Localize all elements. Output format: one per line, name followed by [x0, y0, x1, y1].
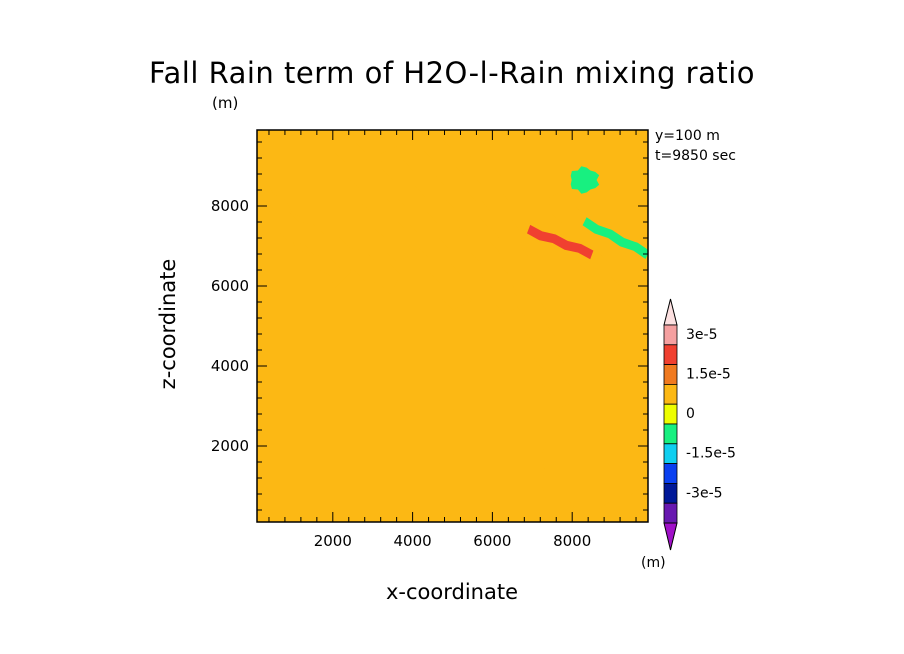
colorbar-label: -1.5e-5: [686, 446, 736, 462]
x-axis-label-text: x-coordinate: [385, 580, 518, 604]
y-tick-label: 8000: [211, 197, 249, 215]
annotation-y: y=100 m: [655, 128, 720, 144]
contour-blob-7: [409, 398, 471, 466]
y-tick-label: 2000: [211, 437, 249, 455]
y-tick-label: 4000: [211, 357, 249, 375]
colorbar-swatch: [663, 463, 678, 484]
chart-title: Fall Rain term of H2O-l-Rain mixing rati…: [148, 56, 756, 90]
contour-band-1: [257, 198, 401, 295]
x-tick-label: 2000: [314, 532, 352, 550]
plot-area: [257, 130, 648, 522]
colorbar-bottom-arrow: [663, 522, 678, 551]
annotation-time: t=9850 sec: [655, 148, 736, 164]
colorbar-swatch: [663, 482, 678, 504]
title-unit: (m): [212, 94, 239, 112]
contour-band-5: [463, 130, 573, 411]
contour-band-4: [420, 130, 525, 314]
x-tick-label: 4000: [394, 532, 432, 550]
x-tick-label: 6000: [473, 532, 511, 550]
x-axis-label: x-coordinate: [0, 580, 904, 604]
axes: 2000 4000 6000 8000 2000 4000 6000 8000: [211, 130, 648, 550]
colorbar-top-arrow: [663, 298, 678, 326]
contour-blob-11: [570, 166, 600, 194]
colorbar-swatch: [663, 502, 678, 524]
colorbar-unit: (m): [641, 555, 666, 571]
contour-band-9: [527, 224, 594, 260]
colorbar-swatch: [663, 324, 678, 346]
colorbar-label: 3e-5: [686, 327, 717, 343]
colorbar-swatch: [663, 383, 678, 405]
colorbar-label: 1.5e-5: [686, 367, 731, 383]
contour-band-3: [380, 144, 473, 310]
plot-border: [256, 129, 649, 523]
colorbar-swatch: [663, 443, 678, 464]
colorbar-label: -3e-5: [686, 485, 723, 501]
colorbar-label: 0: [686, 406, 695, 422]
plot-frame: [256, 129, 649, 523]
colorbar-swatch: [663, 403, 678, 425]
y-tick-label: 6000: [211, 277, 249, 295]
colorbar-swatch: [663, 344, 678, 365]
contour-blob-8: [541, 426, 645, 514]
contour-band-2: [333, 130, 417, 262]
contour-band-10: [582, 217, 648, 259]
x-tick-label: 8000: [553, 532, 591, 550]
colorbar-swatch: [663, 364, 678, 385]
colorbar: 3e-5 1.5e-5 0 -1.5e-5 -3e-5: [663, 298, 736, 551]
colorbar-swatch: [663, 423, 678, 445]
contour-band-6: [548, 187, 648, 371]
